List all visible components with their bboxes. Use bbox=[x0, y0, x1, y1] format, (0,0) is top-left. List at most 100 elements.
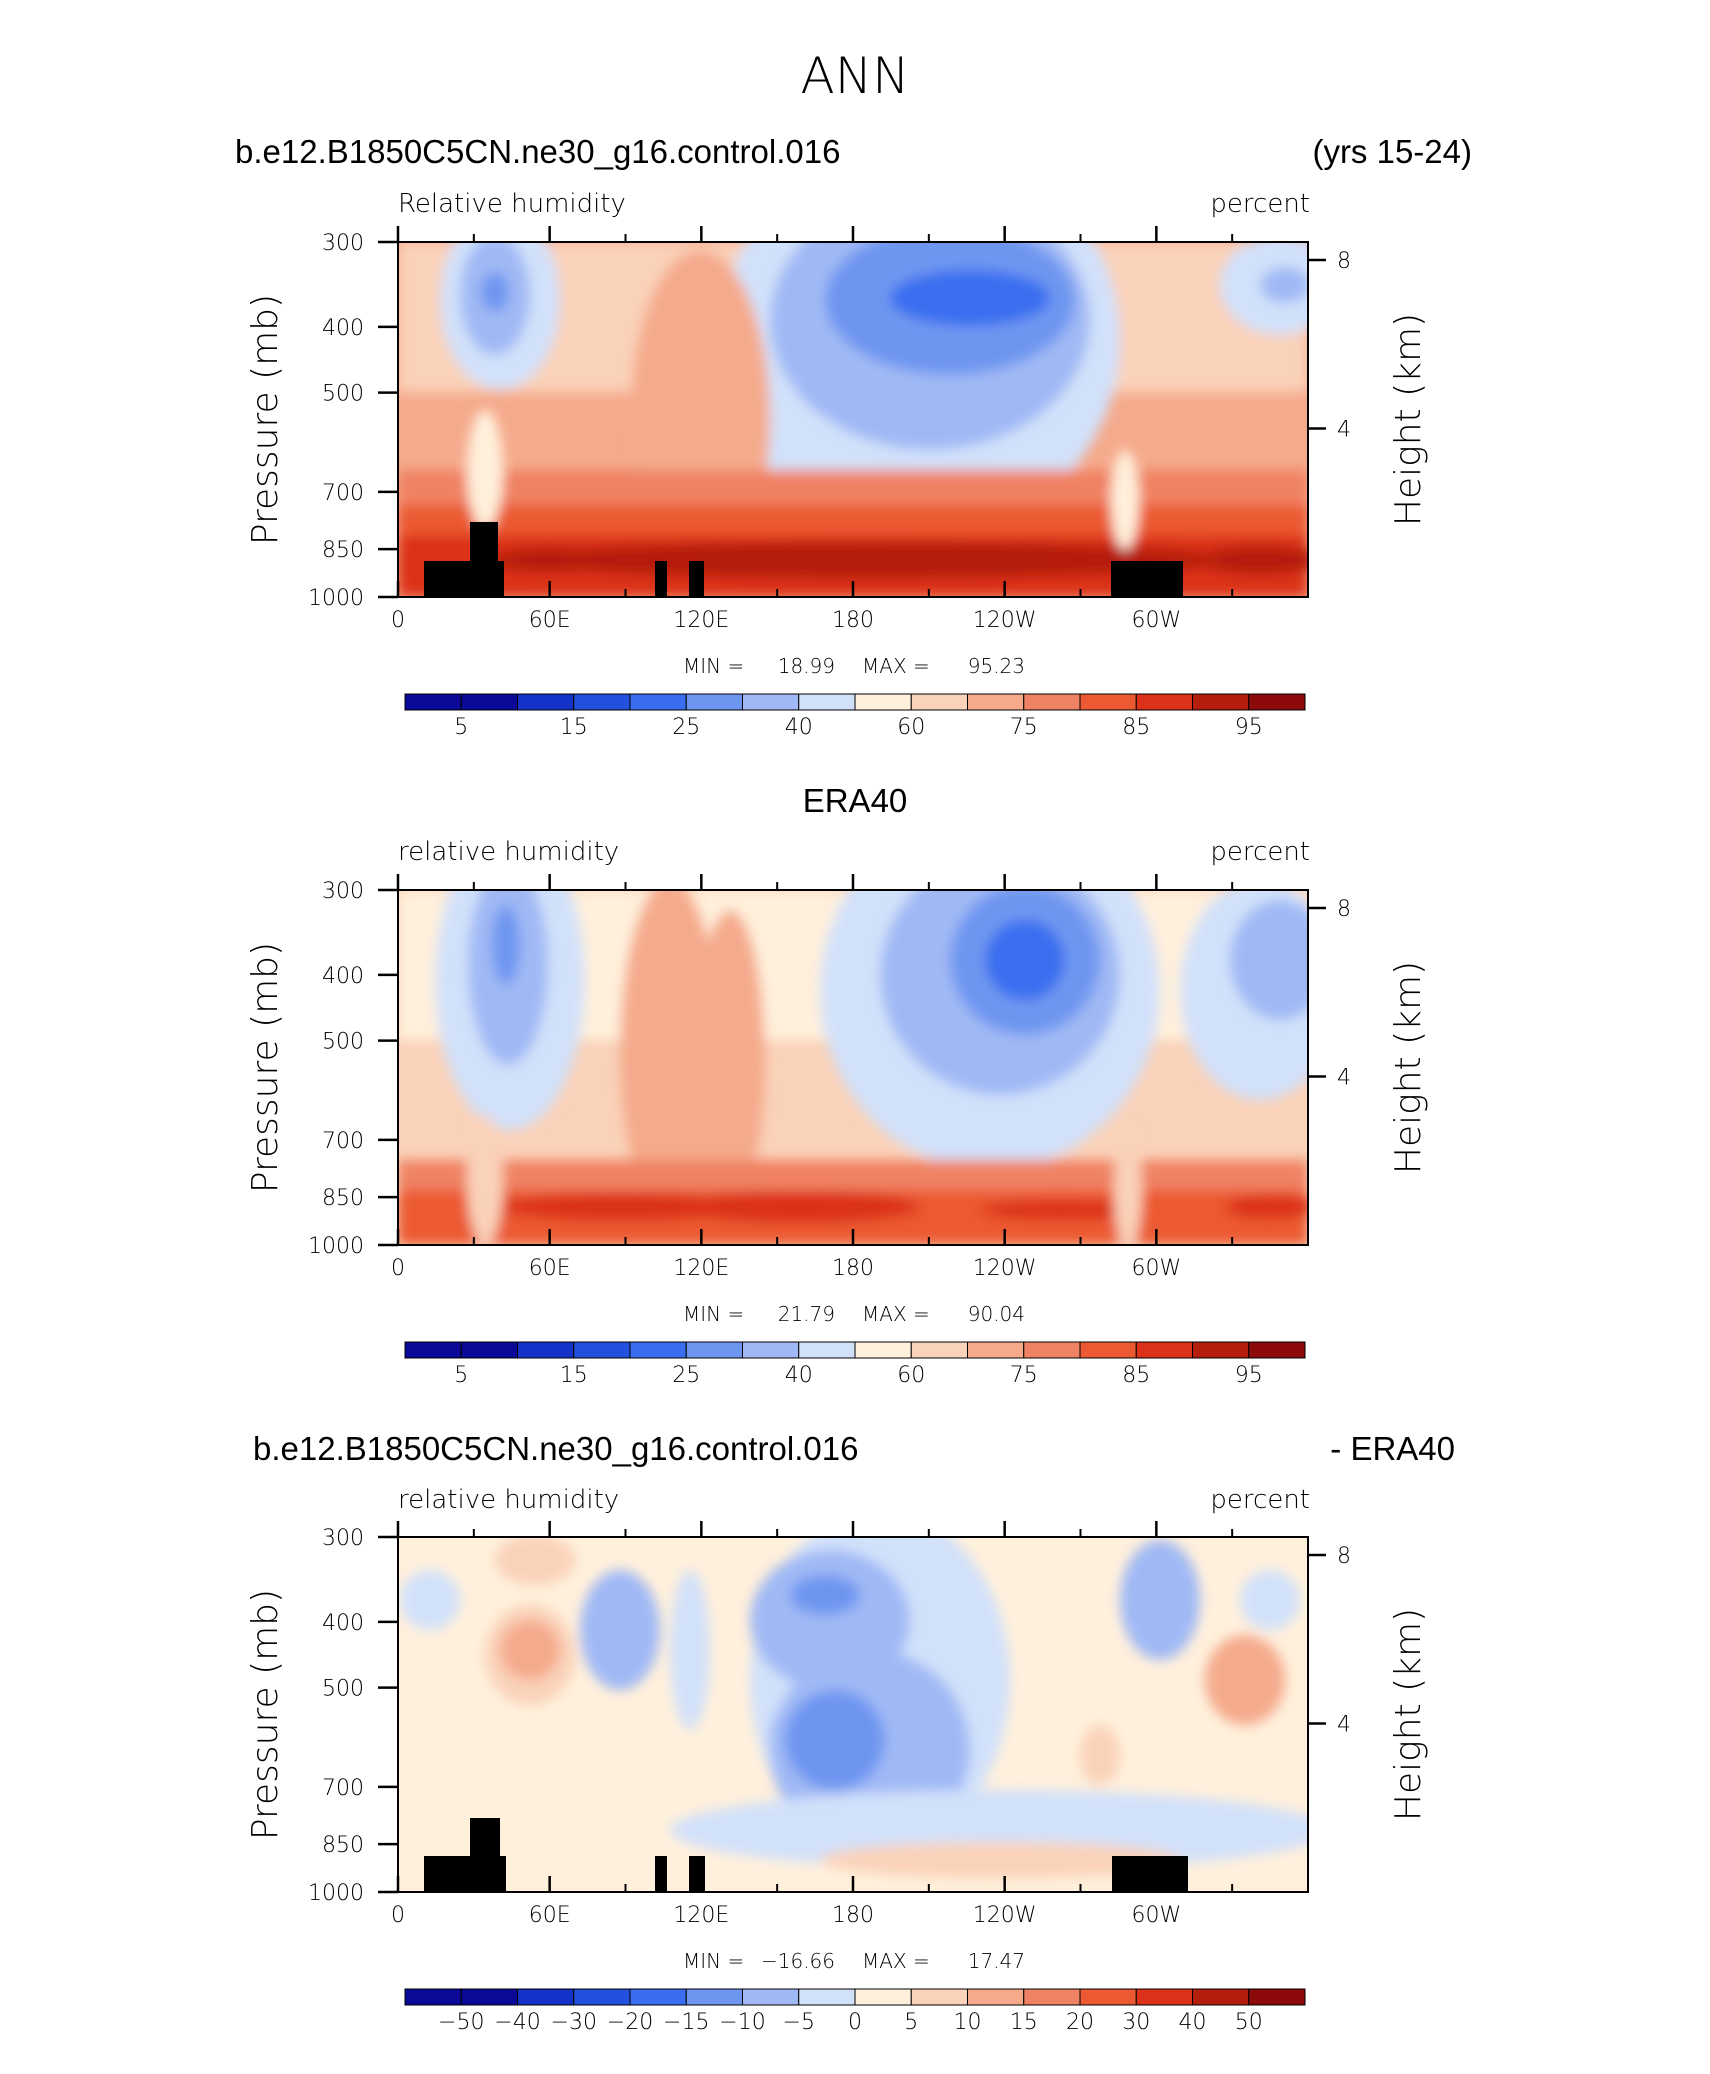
panel1-header-left: b.e12.B1850C5CN.ne30_g16.control.016 bbox=[235, 133, 840, 170]
x-tick-label: 60W bbox=[1131, 608, 1181, 633]
colorbar-label: 60 bbox=[897, 715, 925, 740]
panel1-units: percent bbox=[1210, 189, 1310, 219]
min-value: −16.66 bbox=[761, 1949, 835, 1973]
colorbar-swatch bbox=[1248, 1341, 1306, 1359]
height-tick-label: 8 bbox=[1337, 897, 1351, 922]
colorbar-label: 15 bbox=[560, 1363, 588, 1388]
x-tick-label: 0 bbox=[391, 1903, 405, 1928]
max-label: MAX = bbox=[862, 1949, 930, 1973]
colorbar-label: 40 bbox=[1179, 2010, 1207, 2035]
max-value: 90.04 bbox=[968, 1302, 1025, 1326]
y-tick-label: 700 bbox=[322, 1129, 364, 1154]
panel1-variable-title: Relative humidity bbox=[398, 189, 626, 219]
colorbar-label: 95 bbox=[1235, 715, 1263, 740]
colorbar-swatch bbox=[967, 693, 1025, 711]
colorbar-label: 40 bbox=[785, 715, 813, 740]
colorbar-swatch bbox=[1192, 1988, 1250, 2006]
colorbar-swatch bbox=[1079, 693, 1137, 711]
colorbar-swatch bbox=[798, 693, 856, 711]
colorbar-label: −10 bbox=[719, 2010, 765, 2035]
colorbar-swatch bbox=[742, 693, 800, 711]
colorbar-label: 10 bbox=[954, 2010, 982, 2035]
colorbar-label: 5 bbox=[454, 1363, 468, 1388]
y-tick-label: 850 bbox=[322, 1833, 364, 1858]
colorbar-swatch bbox=[460, 1988, 518, 2006]
colorbar-swatch bbox=[573, 1988, 631, 2006]
colorbar-swatch bbox=[460, 1341, 518, 1359]
colorbar-swatch bbox=[685, 1341, 743, 1359]
colorbar-swatch bbox=[742, 1988, 800, 2006]
panel3-header-right: - ERA40 bbox=[1330, 1430, 1455, 1467]
colorbar-label: 30 bbox=[1122, 2010, 1150, 2035]
x-tick-label: 60W bbox=[1131, 1256, 1181, 1281]
colorbar-label: 0 bbox=[848, 2010, 862, 2035]
x-tick-label: 120W bbox=[973, 608, 1037, 633]
colorbar-swatch bbox=[798, 1988, 856, 2006]
min-value: 21.79 bbox=[778, 1302, 835, 1326]
panel3-axes: 0 60E 120E 180 120W 60W 300 400 500 700 850 1000 8 4 P… bbox=[245, 1521, 1429, 1973]
colorbar-swatch bbox=[910, 1341, 968, 1359]
panel1-axes: 0 60E 120E 180 120W 60W 300 400 500 700 850 1000 8 4 P… bbox=[245, 226, 1429, 678]
panel2-colorbar: 5 15 25 40 60 75 85 95 bbox=[404, 1341, 1306, 1388]
x-tick-label: 60W bbox=[1131, 1903, 1181, 1928]
colorbar-swatch bbox=[404, 1341, 462, 1359]
x-tick-label: 0 bbox=[391, 1256, 405, 1281]
colorbar-swatch bbox=[1135, 693, 1193, 711]
y-tick-label: 500 bbox=[322, 382, 364, 407]
colorbar-label: −15 bbox=[663, 2010, 709, 2035]
colorbar-label: 25 bbox=[672, 715, 700, 740]
panel-model: b.e12.B1850C5CN.ne30_g16.control.016 (yr… bbox=[235, 133, 1472, 740]
colorbar-swatch bbox=[685, 693, 743, 711]
colorbar-label: 75 bbox=[1010, 715, 1038, 740]
panel1-land-mask bbox=[424, 522, 1183, 597]
y-tick-label: 300 bbox=[322, 231, 364, 256]
colorbar-label: 40 bbox=[785, 1363, 813, 1388]
height-axis-title: Height (km) bbox=[1388, 313, 1429, 526]
colorbar-label: 60 bbox=[897, 1363, 925, 1388]
y-tick-label: 1000 bbox=[308, 586, 364, 611]
colorbar-swatch bbox=[517, 1988, 575, 2006]
max-label: MAX = bbox=[862, 1302, 930, 1326]
min-label: MIN = bbox=[683, 1302, 744, 1326]
panel2-axes: 0 60E 120E 180 120W 60W 300 400 500 700 850 1000 8 4 P… bbox=[245, 874, 1429, 1326]
x-tick-label: 120E bbox=[673, 1903, 729, 1928]
height-tick-label: 4 bbox=[1337, 418, 1351, 443]
colorbar-swatch bbox=[573, 693, 631, 711]
colorbar-swatch bbox=[910, 1988, 968, 2006]
colorbar-label: 85 bbox=[1122, 1363, 1150, 1388]
colorbar-label: 5 bbox=[904, 2010, 918, 2035]
panel1-contour-field bbox=[398, 242, 1308, 597]
panel2-contour-field bbox=[398, 890, 1308, 1245]
x-tick-label: 60E bbox=[529, 1903, 571, 1928]
panel3-units: percent bbox=[1210, 1485, 1310, 1515]
colorbar-swatch bbox=[1192, 693, 1250, 711]
colorbar-label: 15 bbox=[1010, 2010, 1038, 2035]
colorbar-label: 15 bbox=[560, 715, 588, 740]
y-tick-label: 1000 bbox=[308, 1881, 364, 1906]
colorbar-swatch bbox=[1192, 1341, 1250, 1359]
panel3-header-left: b.e12.B1850C5CN.ne30_g16.control.016 bbox=[253, 1430, 858, 1467]
colorbar-swatch bbox=[685, 1988, 743, 2006]
colorbar-swatch bbox=[798, 1341, 856, 1359]
colorbar-label: 5 bbox=[454, 715, 468, 740]
x-tick-label: 180 bbox=[832, 1903, 874, 1928]
colorbar-swatch bbox=[854, 1341, 912, 1359]
colorbar-label: 85 bbox=[1122, 715, 1150, 740]
colorbar-label: 20 bbox=[1066, 2010, 1094, 2035]
panel3-colorbar: −50 −40 −30 −20 −15 −10 −5 0 5 10 15 20 30 40 50 bbox=[404, 1988, 1306, 2035]
colorbar-label: −5 bbox=[783, 2010, 815, 2035]
panel2-units: percent bbox=[1210, 837, 1310, 867]
height-tick-label: 8 bbox=[1337, 1544, 1351, 1569]
y-tick-label: 1000 bbox=[308, 1234, 364, 1259]
height-tick-label: 4 bbox=[1337, 1713, 1351, 1738]
colorbar-label: −20 bbox=[607, 2010, 653, 2035]
colorbar-swatch bbox=[1135, 1988, 1193, 2006]
panel1-header-right: (yrs 15-24) bbox=[1312, 133, 1472, 170]
y-tick-label: 500 bbox=[322, 1030, 364, 1055]
x-tick-label: 120W bbox=[973, 1256, 1037, 1281]
x-tick-label: 60E bbox=[529, 608, 571, 633]
min-label: MIN = bbox=[683, 654, 744, 678]
colorbar-swatch bbox=[742, 1341, 800, 1359]
colorbar-swatch bbox=[1135, 1341, 1193, 1359]
max-value: 95.23 bbox=[968, 654, 1025, 678]
